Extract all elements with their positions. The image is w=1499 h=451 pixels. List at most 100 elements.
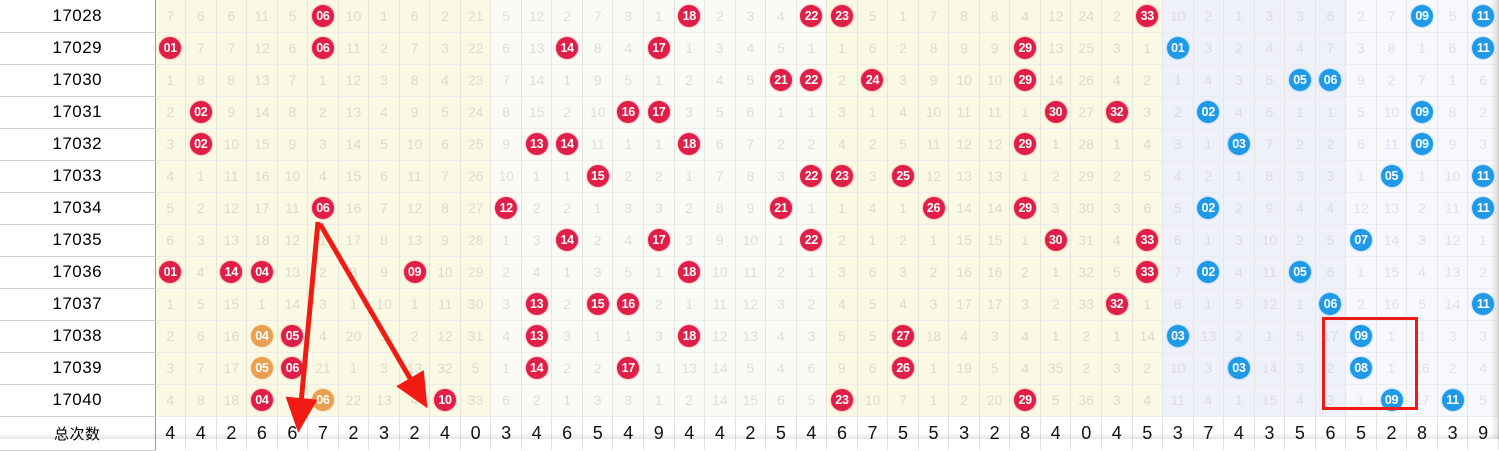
red-zone-cell: 1 [1101,320,1133,353]
issue-number[interactable]: 17040 [0,384,156,417]
red-zone-cell: 3 [612,384,644,417]
issue-number[interactable]: 17030 [0,64,156,97]
blue-zone-cell: 05 [1284,64,1316,97]
red-zone-cell: 11 [979,96,1011,129]
red-zone-cell: 14 [277,288,309,321]
red-zone-cell: 4 [826,288,858,321]
red-zone-cell: 1 [612,320,644,353]
blue-zone-cell: 8 [1376,32,1408,65]
red-zone-cell: 8 [918,32,950,65]
red-zone-cell: 1 [1132,288,1164,321]
blue-ball: 06 [1319,69,1342,91]
red-zone-cell: 2 [643,288,675,321]
red-zone-cell: 5 [612,64,644,97]
blue-zone-cell: 3 [1162,128,1194,161]
blue-zone-cell: 4 [1193,64,1225,97]
blue-zone-cell: 1 [1345,384,1377,417]
red-zone-cell: 20 [979,384,1011,417]
red-zone-cell: 12 [399,192,431,225]
blue-zone-cell: 4 [1193,384,1225,417]
issue-number[interactable]: 17038 [0,320,156,353]
red-zone-cell: 14 [704,352,736,385]
issue-number[interactable]: 17028 [0,0,156,33]
blue-zone-cell: 2 [1284,128,1316,161]
blue-zone-cell: 10 [1254,224,1286,257]
red-zone-cell: 5 [368,128,400,161]
red-zone-cell: 14 [338,128,370,161]
red-zone-cell: 3 [765,288,797,321]
issue-number[interactable]: 17039 [0,352,156,385]
red-zone-cell: 9 [735,192,767,225]
red-ball: 16 [617,293,640,315]
table-row: 17028 7 6 6 11 5 06 10 1 6 2 21 5 12 2 7 3 1 18 2 3 4 22 23 5 1 7 8… [0,0,1499,33]
red-zone-cell: 16 [338,192,370,225]
red-zone-cell: 2 [155,96,187,129]
red-zone-cell: 21 [765,192,797,225]
blue-zone-cell: 17 [1315,320,1347,353]
blue-zone-cell: 09 [1406,128,1438,161]
red-zone-cell: 10 [429,256,461,289]
red-zone-cell: 3 [429,32,461,65]
red-ball: 04 [250,261,273,283]
red-zone-cell: 3 [643,320,675,353]
issue-number[interactable]: 17037 [0,288,156,321]
red-zone-cell: 10 [338,0,370,33]
table-row: 17034 5 2 12 17 11 06 16 7 12 8 27 12 2 2 1 3 3 2 8 9 21 1 1 4 1 2… [0,192,1499,225]
red-zone-cell: 31 [1070,224,1102,257]
red-zone-cell: 17 [612,352,644,385]
blue-zone-cell: 1 [1223,160,1255,193]
blue-zone-cell: 6 [1315,256,1347,289]
red-zone-cell: 12 [1040,0,1072,33]
blue-zone-cell: 11 [1437,384,1469,417]
red-zone-cell: 3 [1101,352,1133,385]
blue-zone-cell: 03 [1223,352,1255,385]
red-zone-cell: 18 [674,128,706,161]
table-row: 17035 6 3 13 18 12 1 17 8 13 9 28 1 3 14 2 4 17 3 9 10 1 22 2 1 2… [0,224,1499,257]
blue-zone-cell: 2 [1406,192,1438,225]
red-zone-cell: 3 [704,32,736,65]
red-zone-cell: 33 [460,384,492,417]
red-ball: 29 [1014,133,1037,155]
blue-ball: 03 [1166,325,1189,347]
red-zone-cell: 1 [918,384,950,417]
red-zone-cell: 7 [429,160,461,193]
red-zone-cell: 3 [1009,288,1041,321]
red-zone-cell: 17 [246,192,278,225]
issue-number[interactable]: 17029 [0,32,156,65]
blue-zone-cell: 2 [1345,0,1377,33]
red-zone-cell: 14 [1040,64,1072,97]
red-zone-cell: 13 [521,128,553,161]
red-zone-cell: 25 [887,160,919,193]
red-zone-cell: 4 [307,160,339,193]
blue-zone-cell: 12 [1254,288,1286,321]
red-zone-cell: 5 [612,256,644,289]
red-zone-cell: 4 [1009,0,1041,33]
issue-number[interactable]: 17032 [0,128,156,161]
red-ball: 01 [159,37,182,59]
issue-number[interactable]: 17031 [0,96,156,129]
red-zone-cell: 17 [643,224,675,257]
red-zone-cell: 29 [1009,32,1041,65]
red-zone-cell: 1 [490,352,522,385]
issue-number[interactable]: 17036 [0,256,156,289]
blue-zone-cell: 1 [1345,160,1377,193]
red-zone-cell: 4 [368,96,400,129]
red-zone-cell: 6 [1132,192,1164,225]
red-ball: 21 [769,197,792,219]
red-zone-cell: 2 [551,96,583,129]
red-zone-cell: 1 [826,192,858,225]
red-zone-cell: 17 [338,224,370,257]
red-zone-cell: 6 [429,128,461,161]
red-ball: 25 [892,165,915,187]
red-zone-cell: 5 [826,320,858,353]
issue-number[interactable]: 17033 [0,160,156,193]
blue-zone-cell: 1 [1254,320,1286,353]
red-zone-cell: 7 [155,0,187,33]
red-zone-cell: 3 [155,128,187,161]
issue-number[interactable]: 17034 [0,192,156,225]
issue-number[interactable]: 17035 [0,224,156,257]
red-zone-cell: 14 [551,224,583,257]
red-zone-cell: 10 [582,96,614,129]
red-zone-cell: 4 [490,320,522,353]
